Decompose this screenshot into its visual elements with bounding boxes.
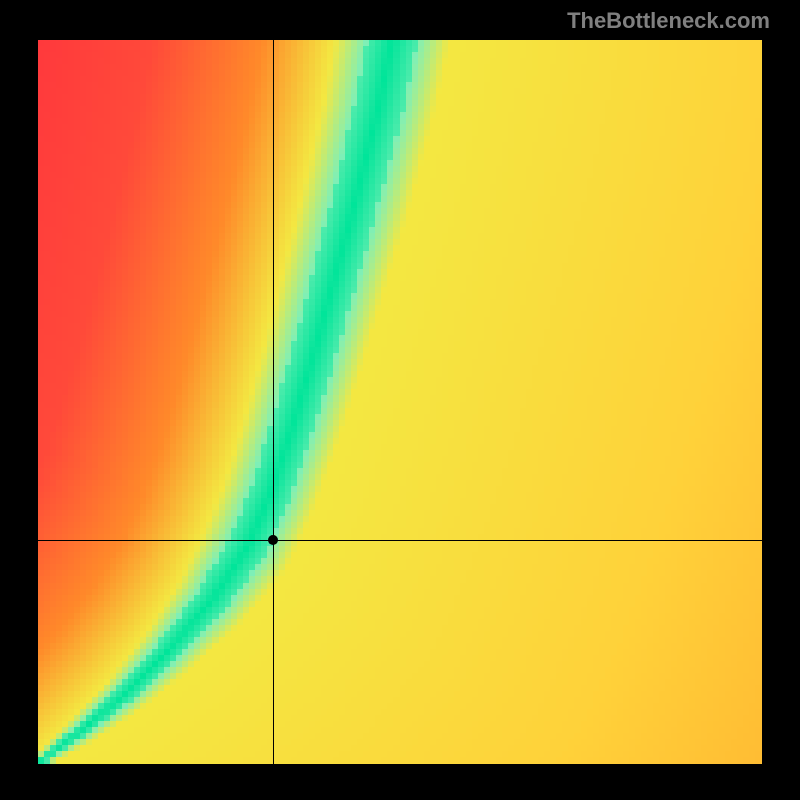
heatmap-canvas — [38, 40, 762, 764]
heatmap-plot — [38, 40, 762, 764]
chart-container: TheBottleneck.com — [0, 0, 800, 800]
watermark-text: TheBottleneck.com — [567, 8, 770, 34]
